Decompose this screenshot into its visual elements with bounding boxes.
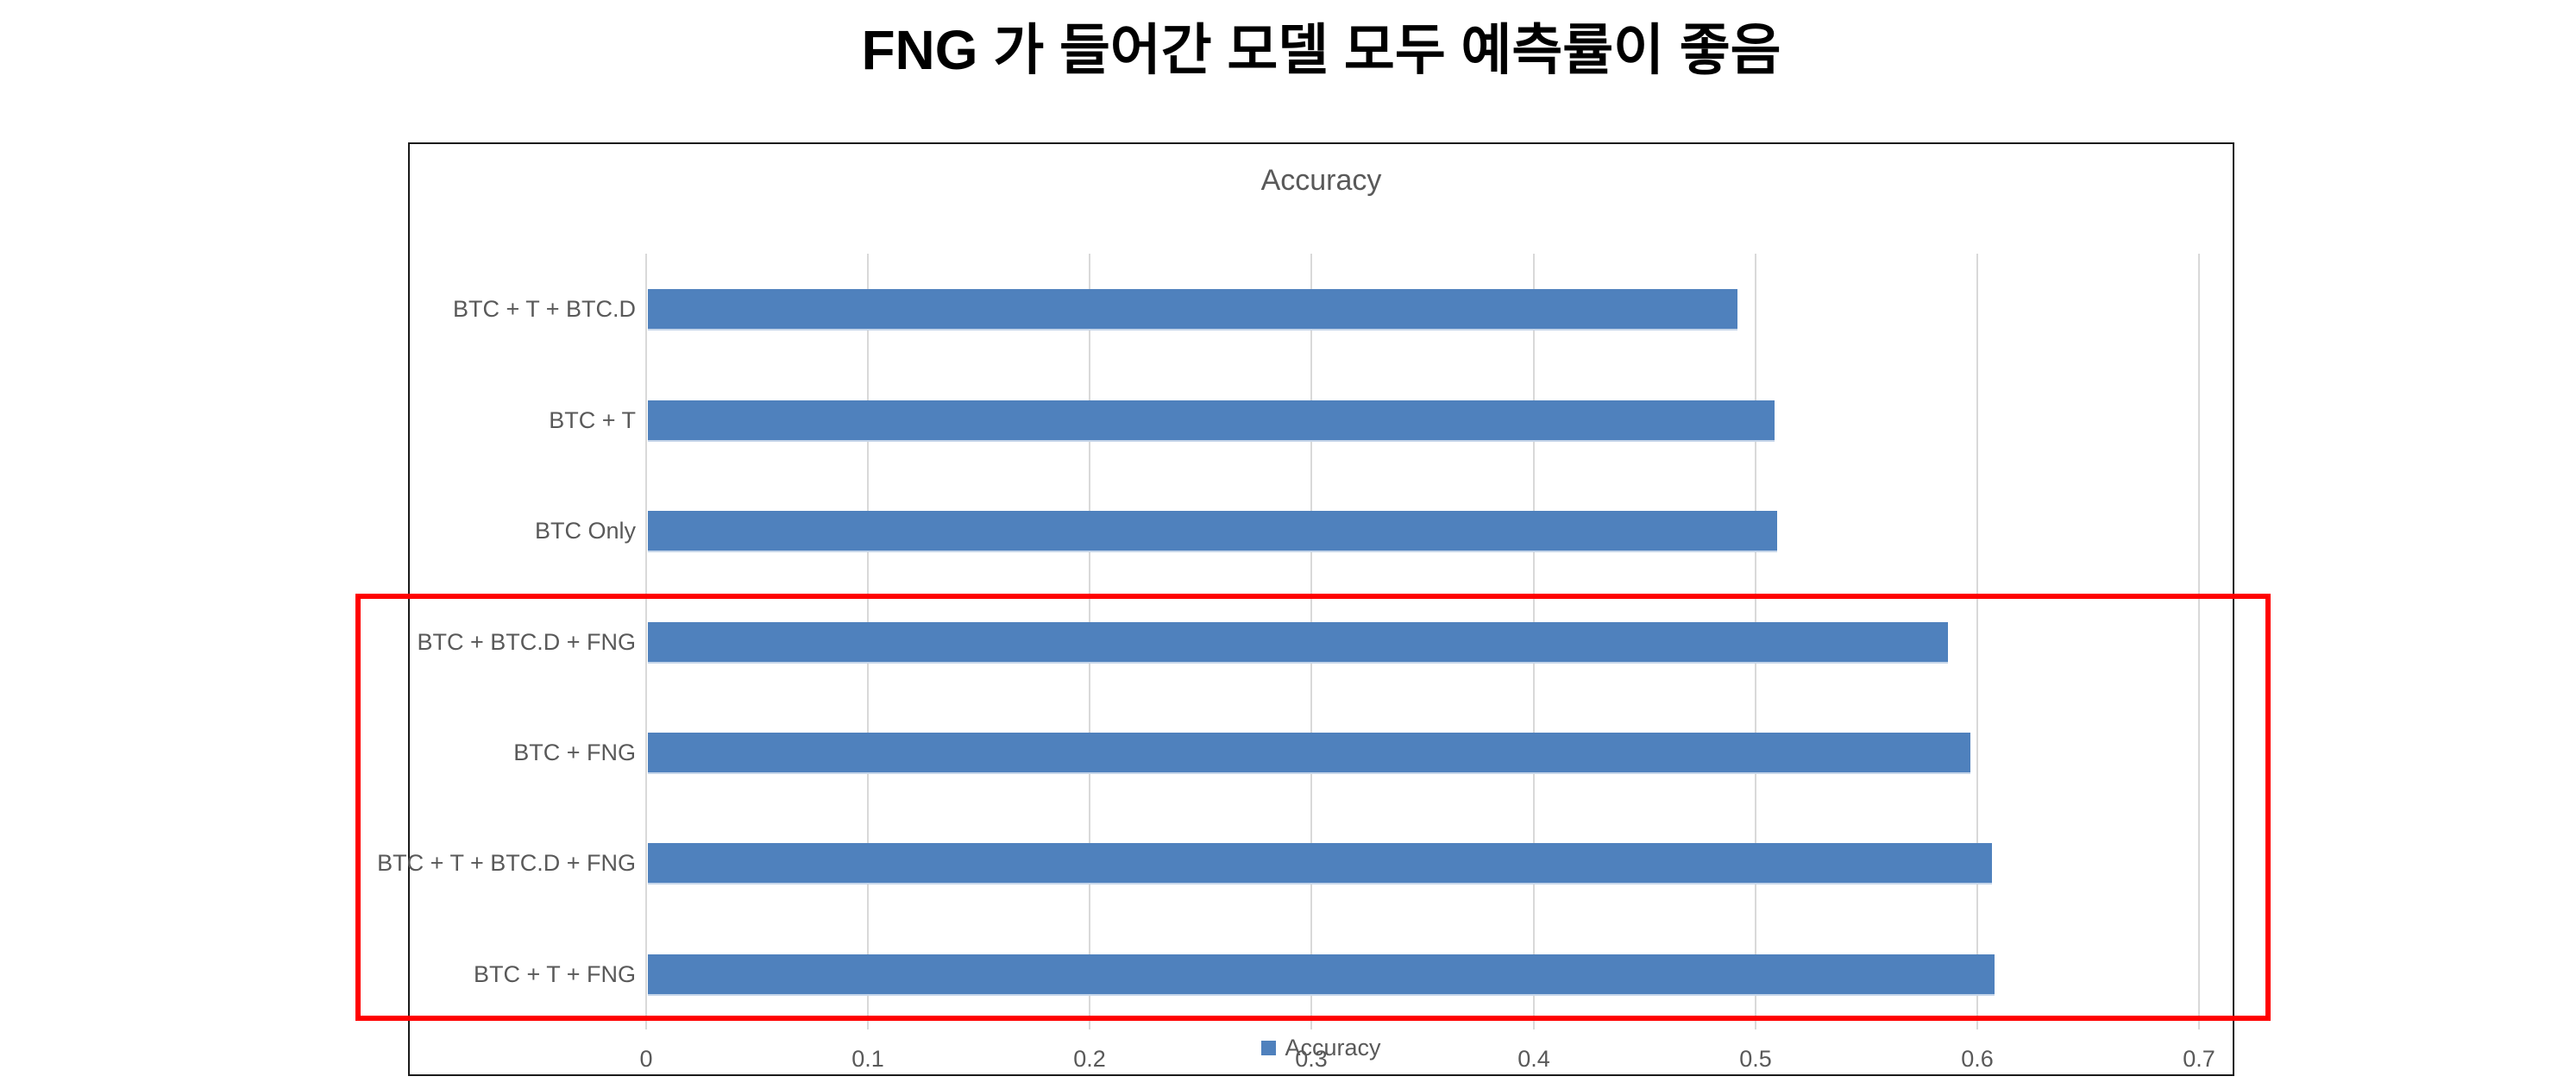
legend-swatch-icon bbox=[1261, 1040, 1277, 1055]
category-label: BTC + FNG bbox=[513, 740, 636, 765]
x-tick-label: 0.5 bbox=[1739, 1046, 1772, 1072]
bar bbox=[648, 733, 1970, 774]
legend: Accuracy bbox=[408, 1034, 2234, 1061]
x-tick-label: 0.4 bbox=[1517, 1046, 1550, 1072]
chart-title: Accuracy bbox=[1260, 164, 1382, 197]
category-label: BTC + T + BTC.D bbox=[452, 296, 636, 322]
gridline bbox=[2198, 254, 2200, 1029]
bar bbox=[648, 843, 1992, 884]
bar bbox=[648, 400, 1775, 442]
category-label: BTC + BTC.D + FNG bbox=[417, 629, 636, 655]
bar bbox=[648, 511, 1777, 552]
category-label: BTC + T bbox=[549, 407, 636, 433]
gridline bbox=[1976, 254, 1978, 1029]
legend-label: Accuracy bbox=[1285, 1035, 1381, 1061]
x-tick-label: 0.3 bbox=[1295, 1046, 1328, 1072]
category-label: BTC Only bbox=[534, 518, 636, 544]
x-tick-label: 0.2 bbox=[1073, 1046, 1106, 1072]
bar bbox=[648, 289, 1737, 330]
x-tick-label: 0.6 bbox=[1961, 1046, 1994, 1072]
highlight-rectangle bbox=[355, 594, 2271, 1021]
page-title: FNG 가 들어간 모델 모두 예측률이 좋음 bbox=[861, 19, 1781, 81]
x-tick-label: 0 bbox=[639, 1046, 653, 1072]
bar bbox=[648, 954, 1995, 996]
x-tick-label: 0.7 bbox=[2183, 1046, 2215, 1072]
bar bbox=[648, 622, 1948, 664]
x-tick-label: 0.1 bbox=[851, 1046, 884, 1072]
gridline bbox=[645, 254, 647, 1029]
category-label: BTC + T + FNG bbox=[473, 961, 636, 987]
category-label: BTC + T + BTC.D + FNG bbox=[377, 850, 636, 876]
